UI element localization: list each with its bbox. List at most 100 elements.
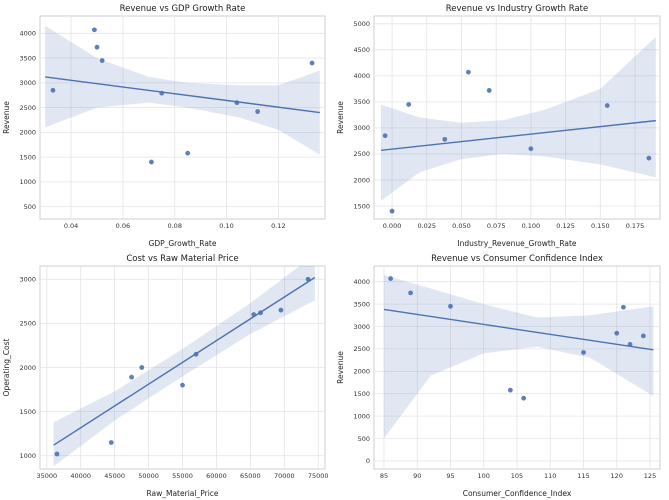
scatter-point [180, 382, 185, 388]
x-axis-label: Consumer_Confidence_Index [463, 489, 572, 498]
y-tick-label: 4500 [353, 46, 370, 54]
scatter-point [129, 374, 135, 380]
scatter-point [234, 100, 240, 106]
x-tick-label: 0.06 [116, 222, 130, 230]
scatter-point [528, 146, 534, 152]
scatter-point [92, 27, 97, 33]
y-tick-label: 1500 [19, 153, 36, 161]
scatter-point [255, 109, 261, 114]
chart-revenue-vs-gdp-growth-svg: 0.04 0.06 0.08 0.10 0.12 500 1000 1500 2000 2500 3… [2, 4, 326, 248]
y-tick-label: 4000 [353, 72, 370, 80]
chart-title: Revenue vs Consumer Confidence Index [431, 254, 603, 264]
scatter-point [389, 208, 395, 214]
x-tick-label: 0.150 [591, 222, 610, 230]
x-tick-label: 85 [380, 472, 388, 480]
scatter-point [604, 103, 610, 108]
x-axis-label: GDP_Growth_Rate [149, 239, 217, 248]
chart-cost-vs-raw-material-price-svg: 35000 40000 45000 50000 55000 60000 65000 70000… [2, 254, 329, 498]
scatter-point [408, 290, 413, 296]
chart-revenue-vs-consumer-confidence-svg: 85 90 95 100 105 110 115 120 125 0 500 1000 1500 2000… [336, 254, 661, 498]
y-tick-label: 2000 [19, 364, 36, 372]
y-tick-label: 3000 [19, 79, 36, 87]
x-tick-label: 55000 [172, 472, 193, 480]
x-tick-label: 90 [413, 472, 421, 480]
x-tick-label: 0.075 [487, 222, 506, 230]
regression-line [53, 276, 316, 446]
scatter-point [521, 395, 527, 401]
y-axis-label: Operating_Cost [2, 338, 11, 396]
y-tick-label: 500 [358, 435, 370, 443]
x-tick-label: 0.050 [452, 222, 471, 230]
x-tick-label: 40000 [70, 472, 91, 480]
scatter-point [99, 58, 105, 63]
x-tick-label: 75000 [308, 472, 329, 480]
x-tick-label: 0.08 [167, 222, 181, 230]
scatter-point [139, 365, 145, 370]
y-tick-label: 2500 [353, 150, 370, 158]
y-tick-label: 2000 [353, 368, 370, 376]
y-axis-label: Revenue [336, 351, 345, 384]
x-tick-label: 0.100 [522, 222, 541, 230]
scatter-point [448, 303, 453, 309]
scatter-point [486, 88, 492, 93]
scatter-point [581, 350, 586, 355]
chart-title: Revenue vs GDP Growth Rate [120, 4, 246, 14]
scatter-point [193, 351, 199, 357]
scatter-point [258, 310, 263, 316]
y-axis-label: Revenue [336, 101, 345, 134]
scatter-point [251, 312, 257, 317]
scatter-point [621, 304, 626, 310]
chart-cost-vs-raw-material-price: 35000 40000 45000 50000 55000 60000 65000 70000… [0, 250, 334, 500]
y-tick-label: 1000 [353, 412, 370, 420]
plot-area [39, 15, 326, 220]
y-tick-label: 1000 [19, 178, 36, 186]
scatter-point [640, 333, 646, 339]
x-tick-label: 50000 [138, 472, 159, 480]
y-tick-label: 2500 [19, 320, 36, 328]
y-tick-label: 2000 [353, 176, 370, 184]
x-axis-label: Industry_Revenue_Growth_Rate [457, 239, 576, 248]
y-tick-label: 4000 [19, 30, 36, 38]
y-tick-label: 5000 [353, 20, 370, 28]
scatter-point [406, 102, 412, 107]
confidence-band [45, 25, 320, 155]
scatter-point [54, 451, 60, 457]
scatter-point [94, 44, 100, 50]
scatter-point [507, 387, 513, 393]
y-axis-label: Revenue [2, 101, 11, 134]
scatter-point [466, 69, 471, 75]
y-tick-label: 4000 [353, 278, 370, 286]
y-tick-label: 2500 [19, 104, 36, 112]
x-tick-label: 0.000 [383, 222, 402, 230]
x-tick-label: 0.025 [417, 222, 436, 230]
scatter-point [108, 440, 114, 445]
confidence-band [380, 36, 656, 201]
chart-revenue-vs-gdp-growth: 0.04 0.06 0.08 0.10 0.12 500 1000 1500 2000 2500 3… [0, 0, 334, 250]
scatter-point [50, 87, 56, 93]
confidence-band [383, 274, 654, 439]
regression-line [380, 119, 656, 151]
scatter-point [149, 159, 154, 165]
regression-line [383, 308, 654, 351]
scatter-point [159, 90, 165, 96]
scatter-point [305, 276, 311, 282]
x-tick-label: 0.125 [556, 222, 575, 230]
x-tick-label: 100 [478, 472, 490, 480]
x-tick-label: 0.12 [271, 222, 285, 230]
scatter-point [646, 155, 652, 161]
x-tick-label: 115 [577, 472, 589, 480]
scatter-point [185, 150, 191, 156]
y-tick-label: 3500 [19, 54, 36, 62]
x-tick-label: 95 [446, 472, 454, 480]
x-axis-label: Raw_Material_Price [146, 489, 218, 498]
x-tick-label: 125 [644, 472, 656, 480]
scatter-point [388, 276, 394, 281]
x-tick-label: 65000 [240, 472, 261, 480]
chart-title: Revenue vs Industry Growth Rate [446, 4, 589, 14]
regression-line [45, 76, 320, 114]
chart-revenue-vs-industry-growth: 0.000 0.025 0.050 0.075 0.100 0.125 0.150 0.175… [334, 0, 669, 250]
chart-revenue-vs-industry-growth-svg: 0.000 0.025 0.050 0.075 0.100 0.125 0.150 0.175… [336, 4, 661, 248]
y-tick-label: 3000 [353, 124, 370, 132]
x-tick-label: 70000 [274, 472, 295, 480]
chart-revenue-vs-consumer-confidence: 85 90 95 100 105 110 115 120 125 0 500 1000 1500 2000… [334, 250, 669, 500]
